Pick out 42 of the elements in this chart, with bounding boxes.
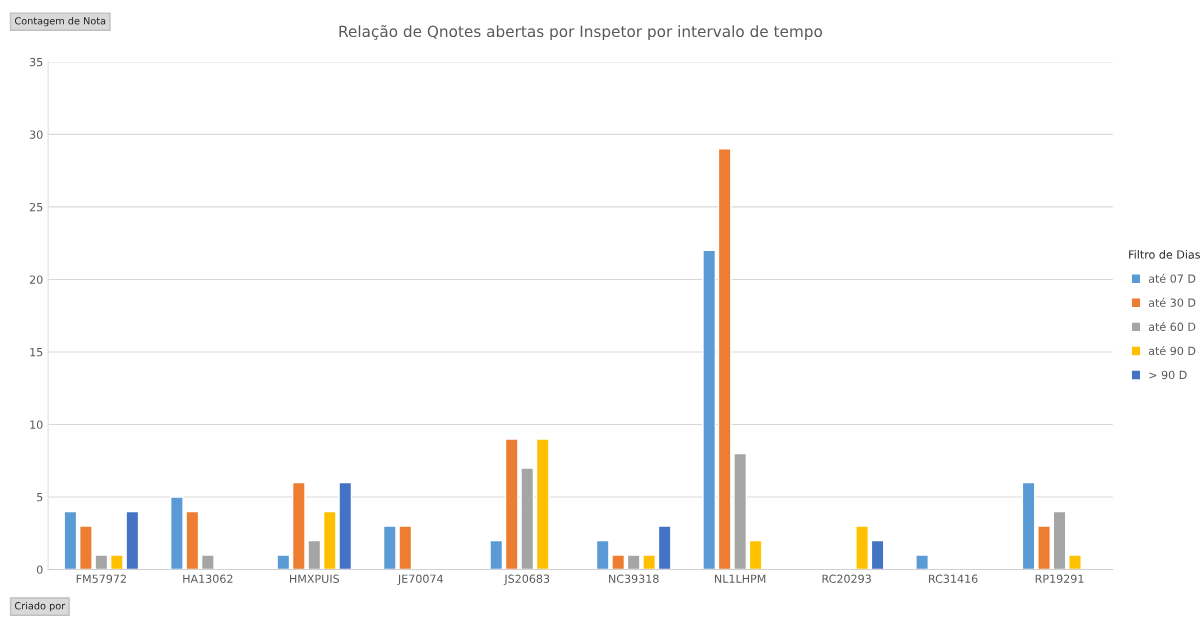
bar [1052, 510, 1067, 570]
legend-label: até 30 D [1148, 297, 1196, 307]
bar [1037, 525, 1051, 570]
bar [870, 539, 885, 570]
x-tick-label: HMXPUIS [290, 574, 340, 583]
legend-label: > 90 D [1149, 370, 1187, 380]
chart-title: Relação de Qnotes abertas por Inspetor por intervalo de tempo [339, 25, 823, 41]
y-tick-label: 0 [36, 565, 43, 574]
bar [1021, 481, 1036, 570]
bar [702, 249, 717, 570]
x-tick-label: JE70074 [397, 574, 443, 586]
text: Contagem de Nota [14, 16, 106, 27]
y-tick-label: 5 [37, 493, 43, 502]
text: Criado por [14, 601, 66, 612]
y-tick-label: 30 [29, 130, 43, 139]
bar [915, 554, 929, 570]
bar [489, 539, 504, 570]
y-tick-label: 15 [30, 348, 43, 357]
x-tick-label: NL1LHPM [715, 574, 766, 583]
x-tick-label: HA13062 [183, 574, 233, 583]
bar [657, 525, 672, 570]
x-tick-label: NC39318 [609, 574, 659, 583]
y-tick-label: 35 [29, 57, 43, 67]
y-tick-label: 20 [29, 275, 43, 284]
x-tick-label: RP19291 [1035, 574, 1084, 583]
legend-label: até 60 D [1148, 321, 1196, 331]
y-tick-label: 25 [29, 202, 43, 212]
bar [535, 438, 550, 570]
x-tick-label: RC20293 [822, 574, 871, 583]
x-tick-label: JS20683 [503, 574, 550, 586]
x-tick-label: FM57972 [76, 574, 126, 583]
bar [1068, 554, 1082, 570]
bar [63, 510, 78, 570]
bar [276, 554, 291, 570]
legend-label: até 07 D [1148, 273, 1196, 283]
legend-label: até 90 D [1148, 346, 1196, 356]
bar [855, 525, 869, 570]
x-tick-label: RC31416 [929, 574, 978, 583]
y-tick-label: 10 [30, 420, 43, 429]
bar [200, 554, 215, 570]
legend-title: Filtro de Dias [1129, 250, 1200, 259]
bar [748, 539, 763, 570]
